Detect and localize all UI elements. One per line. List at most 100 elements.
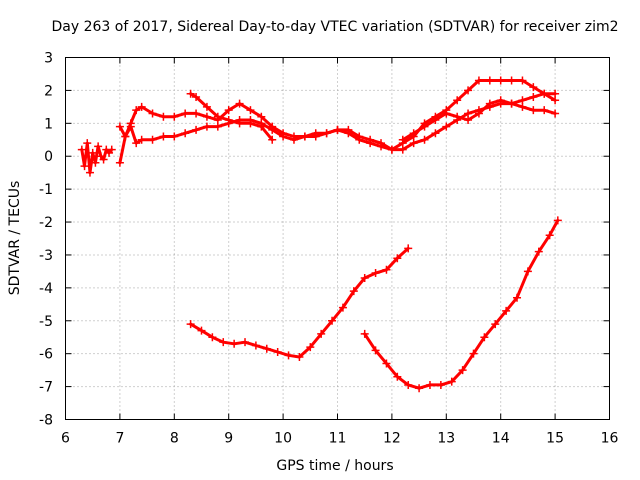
data-point (91, 158, 100, 167)
data-point (333, 125, 342, 134)
data-point (148, 135, 157, 144)
y-axis-label: SDTVAR / TECUs (7, 181, 23, 296)
data-point (431, 116, 440, 125)
data-point (219, 338, 228, 347)
y-tick-label: -6 (39, 347, 53, 363)
series-trace (363, 218, 560, 390)
x-tick-label: 15 (546, 431, 564, 447)
data-point (192, 125, 201, 134)
data-point (485, 76, 494, 85)
data-point (534, 247, 543, 256)
data-point (121, 132, 130, 141)
data-point (94, 142, 103, 151)
data-point (235, 119, 244, 128)
data-point (235, 99, 244, 108)
data-point (279, 129, 288, 138)
data-point (474, 76, 483, 85)
data-point (213, 112, 222, 121)
x-tick-label: 10 (274, 431, 292, 447)
data-point (317, 329, 326, 338)
data-point (115, 122, 124, 131)
series-pass-5 (398, 96, 560, 144)
data-point (192, 109, 201, 118)
data-point (496, 96, 505, 105)
data-point (464, 116, 473, 125)
data-point (137, 135, 146, 144)
data-point (344, 125, 353, 134)
data-point (502, 306, 511, 315)
data-point (551, 96, 560, 105)
data-point (485, 99, 494, 108)
data-point (181, 129, 190, 138)
data-point (202, 102, 211, 111)
data-point (132, 106, 141, 115)
data-point (425, 380, 434, 389)
data-point (224, 106, 233, 115)
data-point (355, 132, 364, 141)
data-point (474, 109, 483, 118)
data-point (540, 89, 549, 98)
data-point (186, 320, 195, 329)
data-point (382, 359, 391, 368)
data-point (311, 132, 320, 141)
data-point (224, 116, 233, 125)
data-point (246, 106, 255, 115)
data-point (442, 122, 451, 131)
data-point (115, 158, 124, 167)
data-point (300, 132, 309, 141)
y-tick-label: -8 (39, 413, 53, 429)
data-point (382, 265, 391, 274)
data-point (518, 102, 527, 111)
data-point (126, 119, 135, 128)
data-point (529, 92, 538, 101)
data-point (273, 348, 282, 357)
data-point (284, 351, 293, 360)
y-tick-label: 3 (44, 51, 53, 67)
y-tick-label: 1 (44, 116, 53, 132)
data-point (518, 76, 527, 85)
data-point (262, 344, 271, 353)
x-tick-label: 16 (601, 431, 619, 447)
x-tick-label: 13 (437, 431, 455, 447)
data-point (409, 129, 418, 138)
data-point (360, 273, 369, 282)
data-point (197, 326, 206, 335)
data-point (523, 267, 532, 276)
data-point (289, 132, 298, 141)
data-point (387, 145, 396, 154)
data-point (148, 109, 157, 118)
data-point (241, 338, 250, 347)
data-point (349, 287, 358, 296)
x-tick-label: 8 (170, 431, 179, 447)
data-point (404, 380, 413, 389)
grid (65, 57, 610, 420)
data-point (80, 162, 89, 171)
x-tick-label: 11 (329, 431, 347, 447)
series-pass-4 (186, 89, 277, 144)
y-tick-label: -7 (39, 380, 53, 396)
data-point (377, 139, 386, 148)
data-point (268, 122, 277, 131)
data-point (322, 129, 331, 138)
data-point (540, 106, 549, 115)
data-point (431, 129, 440, 138)
data-point (251, 341, 260, 350)
data-series (77, 76, 562, 393)
data-point (230, 339, 239, 348)
series-pass-1 (77, 139, 116, 177)
data-point (545, 231, 554, 240)
y-tick-label: 0 (44, 149, 53, 165)
data-point (458, 366, 467, 375)
data-point (553, 216, 562, 225)
data-point (442, 109, 451, 118)
x-tick-label: 7 (115, 431, 124, 447)
data-point (257, 122, 266, 131)
data-point (85, 168, 94, 177)
data-point (513, 293, 522, 302)
data-point (453, 96, 462, 105)
data-point (529, 106, 538, 115)
data-point (83, 139, 92, 148)
series-pass-6 (186, 244, 413, 361)
